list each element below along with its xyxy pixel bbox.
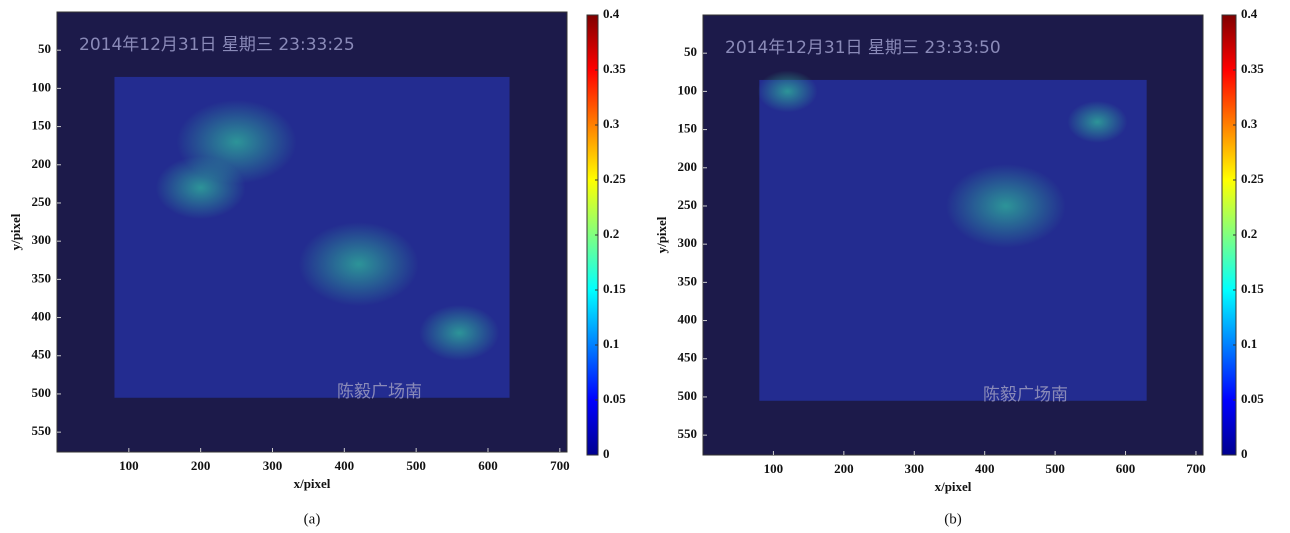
colorbar-tick-label: 0.2 — [1241, 226, 1257, 241]
colorbar-tick-label: 0 — [603, 446, 610, 461]
x-tick-label: 200 — [834, 461, 854, 476]
colorbar-tick-label: 0.35 — [1241, 61, 1264, 76]
x-tick-label: 500 — [406, 458, 426, 473]
y-tick-label: 400 — [678, 312, 698, 327]
density-glow — [155, 156, 246, 220]
colorbar-tick-label: 0.15 — [603, 281, 626, 296]
location-label: 陈毅广场南 — [337, 382, 422, 402]
density-glow — [1067, 100, 1128, 143]
density-glow — [757, 70, 818, 113]
x-tick-label: 500 — [1045, 461, 1065, 476]
caption: (a) — [304, 511, 321, 527]
y-axis-label: y/pixel — [654, 216, 669, 253]
y-tick-label: 500 — [32, 385, 52, 400]
timestamp: 2014年12月31日 星期三 23:33:50 — [725, 38, 1001, 58]
y-tick-label: 50 — [684, 44, 697, 59]
x-axis-label: x/pixel — [294, 476, 331, 491]
colorbar-tick-label: 0.3 — [603, 116, 620, 131]
y-tick-label: 450 — [32, 347, 52, 362]
y-tick-label: 250 — [678, 197, 698, 212]
colorbar-tick-label: 0.4 — [603, 6, 620, 21]
colorbar-tick-label: 0.2 — [603, 226, 619, 241]
x-tick-label: 200 — [191, 458, 211, 473]
density-glow — [419, 304, 500, 361]
y-tick-label: 500 — [678, 388, 698, 403]
y-tick-label: 300 — [678, 235, 698, 250]
y-tick-label: 300 — [32, 232, 52, 247]
colorbar-tick-label: 0.05 — [1241, 391, 1264, 406]
location-label: 陈毅广场南 — [983, 385, 1068, 405]
colorbar-tick-label: 0.05 — [603, 391, 626, 406]
y-tick-label: 400 — [32, 309, 52, 324]
x-tick-label: 600 — [1116, 461, 1136, 476]
x-tick-label: 700 — [550, 458, 570, 473]
y-tick-label: 150 — [678, 121, 698, 136]
colorbar-tick-label: 0.1 — [1241, 336, 1257, 351]
y-tick-label: 150 — [32, 118, 52, 133]
colorbar-tick-label: 0.25 — [603, 171, 626, 186]
y-tick-label: 200 — [32, 156, 52, 171]
axes-frame — [56, 11, 568, 453]
colorbar-tick-label: 0.15 — [1241, 281, 1264, 296]
y-tick-label: 350 — [32, 270, 52, 285]
colorbar-tick-label: 0.4 — [1241, 6, 1258, 21]
y-tick-label: 350 — [678, 273, 698, 288]
y-tick-label: 200 — [678, 159, 698, 174]
y-tick-label: 100 — [32, 79, 52, 94]
caption: (b) — [944, 511, 962, 527]
colorbar-tick-label: 0.35 — [603, 61, 626, 76]
density-glow — [298, 222, 419, 307]
y-tick-label: 250 — [32, 194, 52, 209]
y-tick-label: 550 — [678, 426, 698, 441]
x-tick-label: 600 — [478, 458, 498, 473]
x-tick-label: 700 — [1186, 461, 1206, 476]
y-tick-label: 450 — [678, 350, 698, 365]
x-tick-label: 100 — [119, 458, 139, 473]
colorbar-tick-label: 0.3 — [1241, 116, 1258, 131]
x-tick-label: 300 — [905, 461, 925, 476]
colorbar-tick-label: 0 — [1241, 446, 1248, 461]
y-tick-label: 50 — [38, 41, 51, 56]
y-axis-label: y/pixel — [8, 213, 23, 250]
x-axis-label: x/pixel — [935, 479, 972, 494]
colorbar-tick-label: 0.1 — [603, 336, 619, 351]
density-glow — [945, 163, 1066, 248]
axes-frame — [702, 14, 1204, 456]
x-tick-label: 400 — [335, 458, 355, 473]
x-tick-label: 100 — [764, 461, 784, 476]
y-tick-label: 550 — [32, 423, 52, 438]
x-tick-label: 400 — [975, 461, 995, 476]
colorbar-tick-label: 0.25 — [1241, 171, 1264, 186]
x-tick-label: 300 — [263, 458, 283, 473]
timestamp: 2014年12月31日 星期三 23:33:25 — [79, 35, 355, 55]
y-tick-label: 100 — [678, 82, 698, 97]
